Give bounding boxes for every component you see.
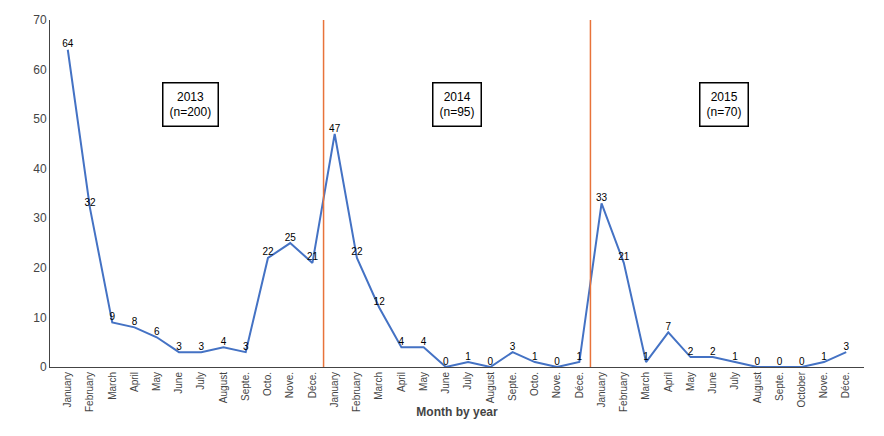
svg-text:Déce.: Déce.: [574, 372, 585, 398]
svg-text:May: May: [151, 372, 162, 391]
svg-text:Month by year: Month by year: [416, 405, 498, 419]
svg-text:January: January: [596, 372, 607, 408]
svg-text:20: 20: [33, 261, 47, 275]
svg-text:Nove.: Nove.: [284, 372, 295, 398]
svg-text:May: May: [418, 372, 429, 391]
svg-text:Octo.: Octo.: [262, 372, 273, 396]
svg-text:0: 0: [799, 356, 805, 367]
svg-text:August: August: [485, 372, 496, 403]
svg-text:1: 1: [732, 351, 738, 362]
svg-text:0: 0: [443, 356, 449, 367]
svg-text:0: 0: [40, 360, 47, 374]
svg-text:January: January: [62, 372, 73, 408]
svg-text:April: April: [663, 372, 674, 392]
svg-text:1: 1: [577, 351, 583, 362]
svg-text:2013(n=200): 2013(n=200): [170, 90, 212, 120]
svg-text:July: July: [195, 372, 206, 390]
svg-text:2: 2: [688, 346, 694, 357]
svg-text:0: 0: [777, 356, 783, 367]
svg-text:0: 0: [754, 356, 760, 367]
svg-text:47: 47: [329, 123, 341, 134]
svg-text:August: August: [218, 372, 229, 403]
svg-text:Déce.: Déce.: [307, 372, 318, 398]
svg-text:July: July: [729, 372, 740, 390]
svg-text:October: October: [796, 371, 807, 407]
svg-text:33: 33: [596, 192, 608, 203]
svg-text:March: March: [373, 372, 384, 400]
svg-text:June: June: [707, 372, 718, 394]
svg-text:60: 60: [33, 63, 47, 77]
svg-text:21: 21: [618, 251, 630, 262]
svg-text:March: March: [107, 372, 118, 400]
svg-text:Nove.: Nove.: [818, 372, 829, 398]
svg-text:64: 64: [62, 38, 74, 49]
svg-text:9: 9: [109, 311, 115, 322]
svg-text:10: 10: [33, 311, 47, 325]
svg-text:22: 22: [262, 246, 274, 257]
svg-text:March: March: [640, 372, 651, 400]
svg-text:1: 1: [643, 351, 649, 362]
svg-text:4: 4: [221, 336, 227, 347]
svg-text:Déce.: Déce.: [840, 372, 851, 398]
svg-text:4: 4: [399, 336, 405, 347]
svg-text:22: 22: [351, 246, 363, 257]
svg-text:6: 6: [154, 326, 160, 337]
svg-text:May: May: [685, 372, 696, 391]
svg-text:February: February: [618, 372, 629, 412]
svg-text:0: 0: [488, 356, 494, 367]
svg-text:Nove.: Nove.: [551, 372, 562, 398]
svg-text:2: 2: [710, 346, 716, 357]
svg-text:July: July: [462, 372, 473, 390]
svg-text:50: 50: [33, 112, 47, 126]
svg-text:3: 3: [198, 341, 204, 352]
svg-text:1: 1: [465, 351, 471, 362]
svg-text:June: June: [440, 372, 451, 394]
svg-text:Octo.: Octo.: [529, 372, 540, 396]
svg-text:3: 3: [243, 341, 249, 352]
svg-text:3: 3: [510, 341, 516, 352]
svg-text:April: April: [396, 372, 407, 392]
svg-text:0: 0: [554, 356, 560, 367]
svg-text:3: 3: [843, 341, 849, 352]
svg-text:8: 8: [132, 316, 138, 327]
svg-text:Septe.: Septe.: [507, 372, 518, 401]
svg-text:February: February: [351, 372, 362, 412]
svg-text:32: 32: [84, 197, 96, 208]
svg-text:2014(n=95): 2014(n=95): [440, 90, 475, 120]
svg-text:June: June: [173, 372, 184, 394]
svg-text:Septe.: Septe.: [774, 372, 785, 401]
svg-text:30: 30: [33, 211, 47, 225]
svg-text:4: 4: [421, 336, 427, 347]
svg-text:21: 21: [307, 251, 319, 262]
svg-text:Septe.: Septe.: [240, 372, 251, 401]
svg-text:1: 1: [532, 351, 538, 362]
svg-text:January: January: [329, 372, 340, 408]
svg-text:April: April: [129, 372, 140, 392]
svg-text:40: 40: [33, 162, 47, 176]
svg-text:August: August: [752, 372, 763, 403]
svg-text:1: 1: [821, 351, 827, 362]
svg-text:3: 3: [176, 341, 182, 352]
svg-text:12: 12: [374, 296, 386, 307]
svg-text:70: 70: [33, 13, 47, 27]
svg-text:February: February: [84, 372, 95, 412]
svg-text:2015(n=70): 2015(n=70): [707, 90, 742, 120]
svg-text:7: 7: [665, 321, 671, 332]
svg-text:25: 25: [285, 232, 297, 243]
